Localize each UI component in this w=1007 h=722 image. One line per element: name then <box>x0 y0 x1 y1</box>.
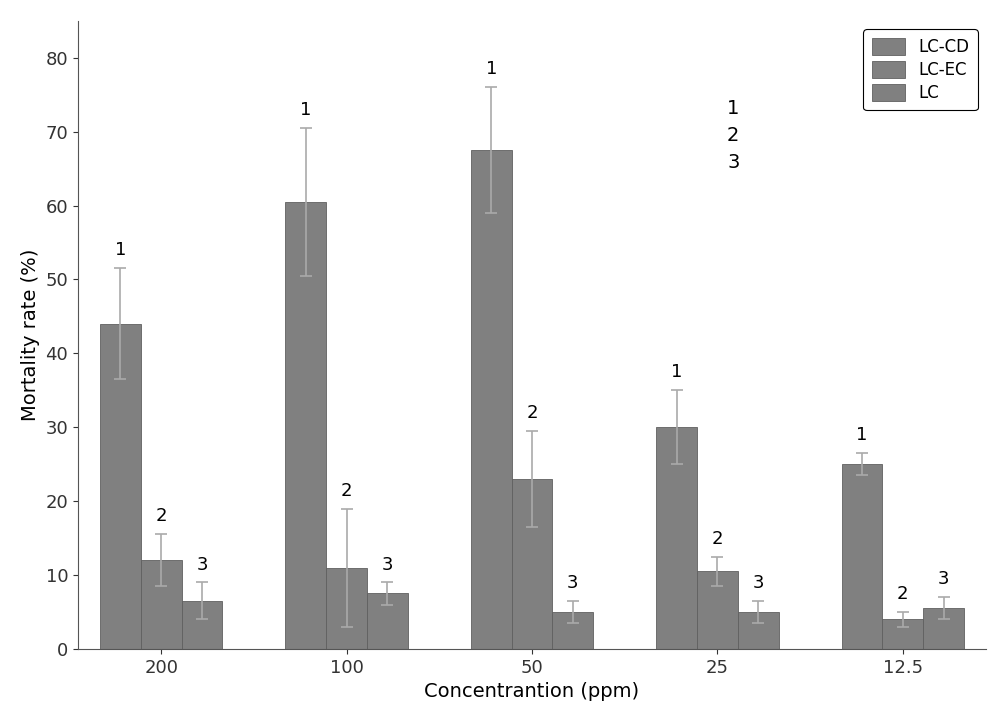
Text: 1: 1 <box>485 61 496 79</box>
Text: 3: 3 <box>382 555 393 573</box>
Text: 2: 2 <box>897 585 908 603</box>
Bar <box>657 427 697 649</box>
Text: 1: 1 <box>300 101 311 119</box>
Text: 2: 2 <box>727 126 739 145</box>
Text: 3: 3 <box>938 570 950 588</box>
Text: 2: 2 <box>712 530 723 548</box>
Y-axis label: Mortality rate (%): Mortality rate (%) <box>21 248 40 421</box>
Bar <box>100 323 141 649</box>
X-axis label: Concentrantion (ppm): Concentrantion (ppm) <box>425 682 639 701</box>
Legend: LC-CD, LC-EC, LC: LC-CD, LC-EC, LC <box>863 29 978 110</box>
Bar <box>471 150 512 649</box>
Text: 1: 1 <box>115 241 126 259</box>
Bar <box>923 608 964 649</box>
Bar <box>512 479 553 649</box>
Text: 2: 2 <box>527 404 538 422</box>
Bar <box>842 464 882 649</box>
Text: 1: 1 <box>856 426 868 444</box>
Bar <box>181 601 223 649</box>
Bar <box>882 619 923 649</box>
Bar <box>326 567 367 649</box>
Bar <box>738 612 778 649</box>
Text: 1: 1 <box>727 99 739 118</box>
Bar <box>285 202 326 649</box>
Text: 2: 2 <box>341 482 352 500</box>
Bar <box>553 612 593 649</box>
Text: 3: 3 <box>752 574 764 592</box>
Text: 2: 2 <box>155 508 167 526</box>
Text: 3: 3 <box>727 153 739 172</box>
Bar <box>697 571 738 649</box>
Bar <box>141 560 181 649</box>
Text: 1: 1 <box>671 363 683 381</box>
Bar <box>367 593 408 649</box>
Text: 3: 3 <box>196 555 207 573</box>
Text: 3: 3 <box>567 574 579 592</box>
